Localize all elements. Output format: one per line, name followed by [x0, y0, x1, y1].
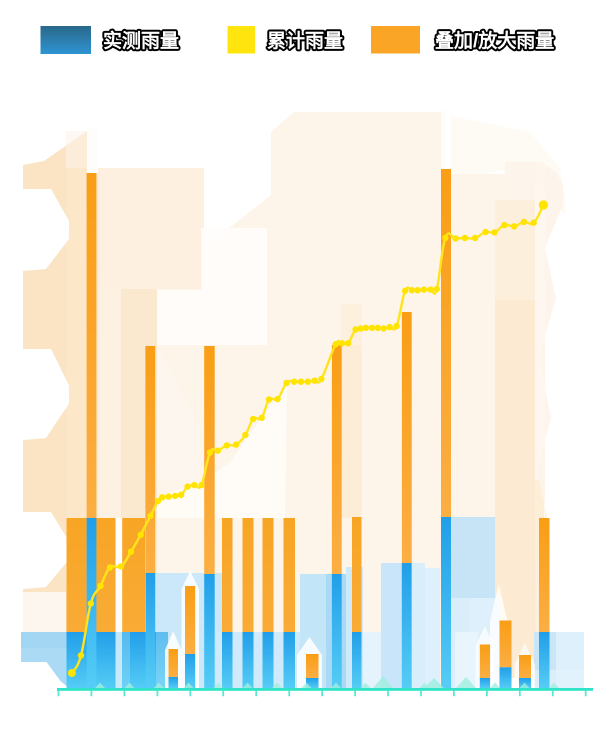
svg-text:累计雨量: 累计雨量	[267, 30, 343, 52]
svg-text:叠加/放大雨量: 叠加/放大雨量	[435, 29, 554, 52]
svg-text:实测雨量: 实测雨量	[103, 29, 179, 52]
